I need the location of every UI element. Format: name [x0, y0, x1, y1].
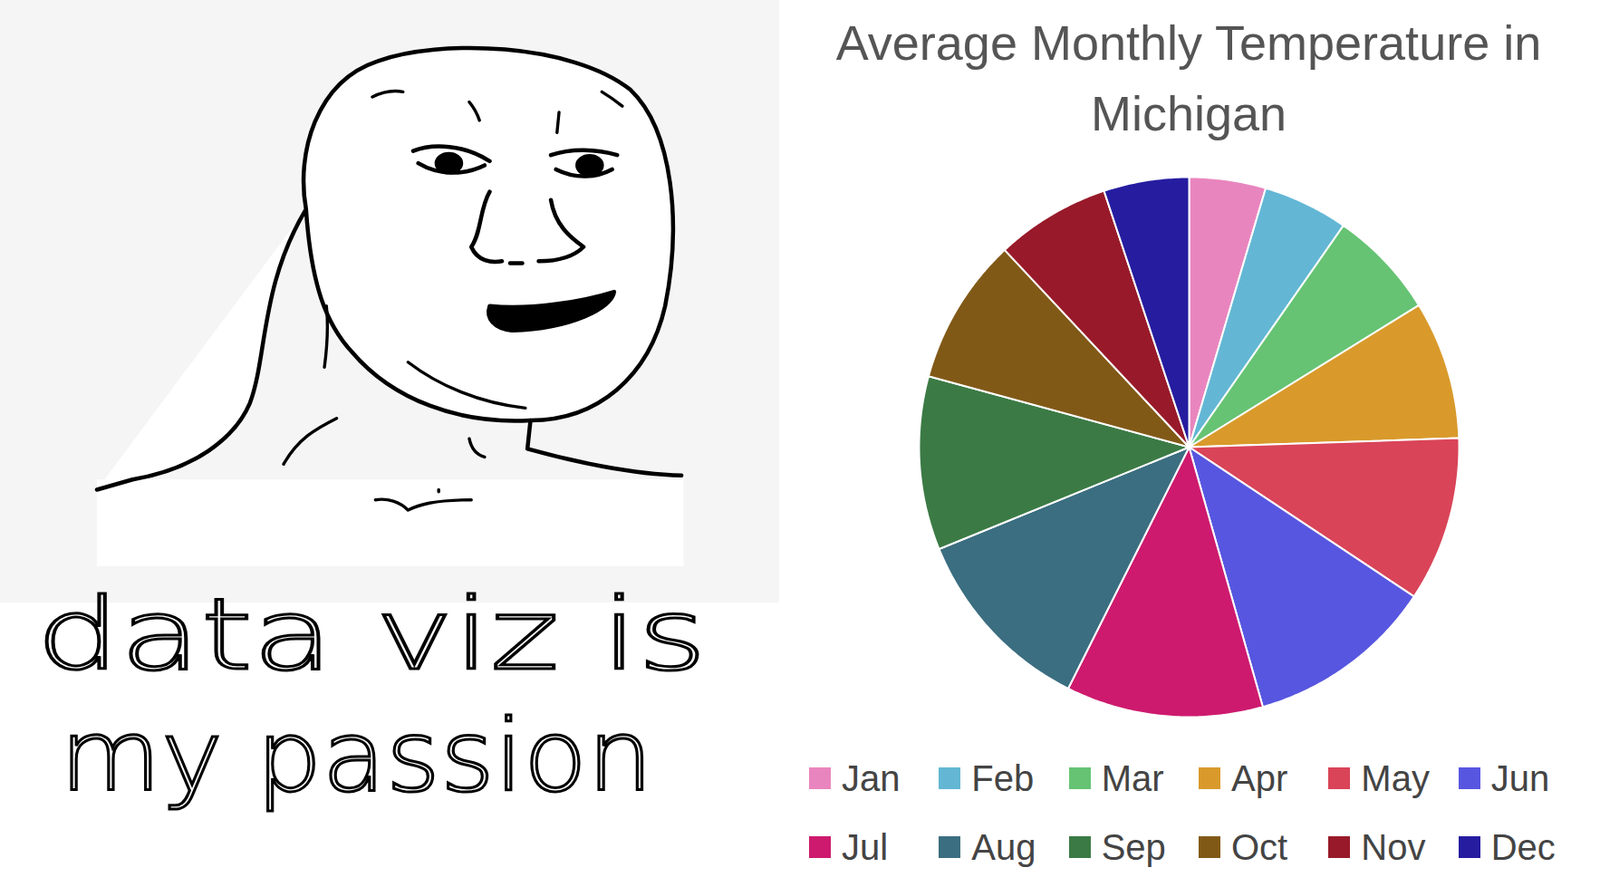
html-text:Feb: Feb: [971, 757, 1035, 798]
html-text:Oct: Oct: [1231, 826, 1288, 867]
svg-text:data viz is: data viz is: [36, 578, 707, 692]
html-text:May: May: [1361, 757, 1430, 798]
html-text:Sep: Sep: [1101, 826, 1166, 867]
svg-text:my passion: my passion: [59, 699, 654, 813]
html-text:Jun: Jun: [1491, 757, 1550, 798]
html-text:Dec: Dec: [1491, 826, 1556, 867]
html-text:Average Monthly Temperature in: Average Monthly Temperature in Michigan: [836, 15, 1542, 141]
html-text:Apr: Apr: [1231, 757, 1288, 798]
html-text:Nov: Nov: [1361, 826, 1426, 867]
html-text:Mar: Mar: [1101, 757, 1164, 798]
html-text:Jul: Jul: [841, 826, 888, 867]
html-text:Aug: Aug: [971, 826, 1037, 867]
html-text:Jan: Jan: [841, 757, 901, 798]
